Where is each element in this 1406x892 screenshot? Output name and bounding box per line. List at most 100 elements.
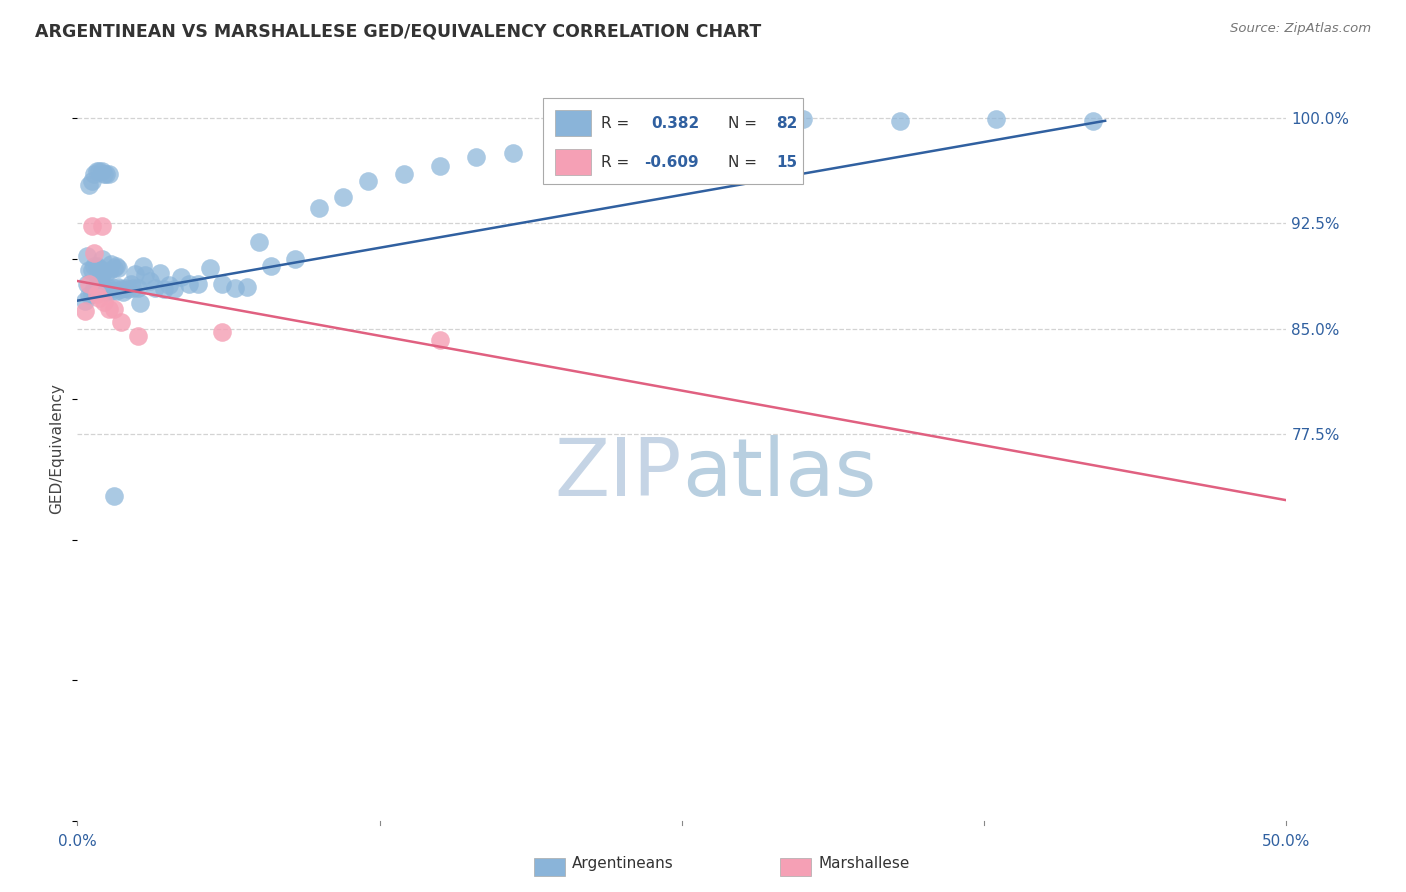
Point xyxy=(127,328,149,343)
Point xyxy=(429,159,451,173)
Text: 15: 15 xyxy=(776,154,797,169)
Point xyxy=(332,189,354,203)
Point xyxy=(647,120,669,135)
Point xyxy=(107,261,129,276)
Point xyxy=(148,266,170,280)
Text: R =: R = xyxy=(600,154,628,169)
Point xyxy=(100,257,122,271)
Point xyxy=(170,269,193,284)
Text: N =: N = xyxy=(728,116,756,131)
Point xyxy=(211,277,233,291)
Text: atlas: atlas xyxy=(682,435,876,513)
Text: N =: N = xyxy=(728,154,756,169)
Point xyxy=(86,286,108,301)
Point xyxy=(86,164,108,178)
Point xyxy=(93,167,115,181)
Point xyxy=(83,259,105,273)
Point xyxy=(80,219,103,234)
Point xyxy=(260,259,283,273)
Point xyxy=(124,267,146,281)
Text: Source: ZipAtlas.com: Source: ZipAtlas.com xyxy=(1230,22,1371,36)
Text: ZIP: ZIP xyxy=(554,435,682,513)
Point xyxy=(83,281,105,295)
Text: R =: R = xyxy=(600,116,628,131)
Point xyxy=(112,285,135,300)
Point xyxy=(308,201,330,215)
Point xyxy=(429,333,451,347)
Point xyxy=(284,252,307,266)
Point xyxy=(105,259,128,273)
Point xyxy=(97,302,120,317)
Point xyxy=(90,267,112,281)
Point xyxy=(93,281,115,295)
Text: 50.0%: 50.0% xyxy=(1263,834,1310,849)
Point xyxy=(157,278,180,293)
Point xyxy=(177,277,200,291)
Point xyxy=(76,277,98,291)
Point xyxy=(100,284,122,298)
Text: 0.382: 0.382 xyxy=(652,116,700,131)
Text: 0.0%: 0.0% xyxy=(58,834,97,849)
Point xyxy=(550,136,572,151)
Point xyxy=(114,281,136,295)
Point xyxy=(598,127,620,141)
Point xyxy=(110,282,132,296)
Point xyxy=(79,288,101,302)
Point xyxy=(153,282,176,296)
Point xyxy=(93,295,115,310)
Bar xyxy=(555,110,592,136)
Point xyxy=(139,274,162,288)
Point xyxy=(93,264,115,278)
Point xyxy=(87,164,110,178)
Point xyxy=(131,259,153,273)
FancyBboxPatch shape xyxy=(543,98,803,184)
Point xyxy=(110,315,132,329)
Y-axis label: GED/Equivalency: GED/Equivalency xyxy=(49,383,65,514)
Text: Marshallese: Marshallese xyxy=(818,856,910,871)
Point xyxy=(392,167,415,181)
Point xyxy=(465,150,488,164)
Point xyxy=(96,285,118,300)
Point xyxy=(120,277,142,291)
Point xyxy=(96,266,118,280)
Point xyxy=(90,219,112,234)
Point xyxy=(97,167,120,181)
Point xyxy=(163,282,186,296)
Point xyxy=(502,146,524,161)
Point xyxy=(986,112,1008,127)
Point xyxy=(86,259,108,273)
Point xyxy=(97,281,120,295)
Point xyxy=(80,286,103,301)
Point xyxy=(235,279,257,293)
Point xyxy=(86,277,108,291)
Point xyxy=(105,284,128,298)
Point xyxy=(80,174,103,188)
Point xyxy=(90,282,112,296)
Point xyxy=(103,489,125,503)
Point xyxy=(90,252,112,266)
Point xyxy=(187,277,209,291)
Point xyxy=(718,117,741,131)
Point xyxy=(889,113,911,128)
Point xyxy=(90,164,112,178)
Point xyxy=(87,291,110,305)
Point xyxy=(200,261,222,276)
Point xyxy=(129,296,152,310)
Point xyxy=(211,325,233,339)
Point xyxy=(87,279,110,293)
Point xyxy=(96,167,118,181)
Point xyxy=(87,261,110,276)
Point xyxy=(122,281,145,295)
Point xyxy=(224,281,246,295)
Point xyxy=(792,112,814,127)
Point xyxy=(1081,113,1104,128)
Point xyxy=(134,268,156,283)
Point xyxy=(247,235,270,249)
Point xyxy=(79,277,101,291)
Point xyxy=(143,281,166,295)
Point xyxy=(117,282,139,296)
Point xyxy=(73,293,96,308)
Point xyxy=(103,302,125,317)
Point xyxy=(79,178,101,193)
Point xyxy=(107,279,129,293)
